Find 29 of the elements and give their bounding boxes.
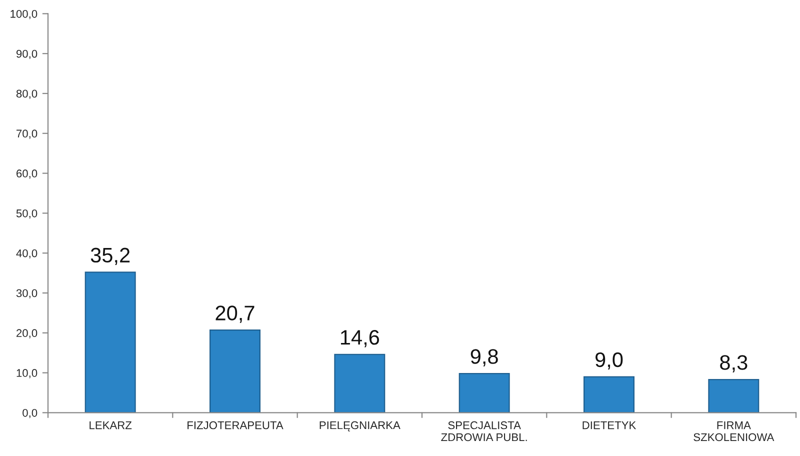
bar: [458, 373, 510, 413]
data-label: 9,0: [595, 352, 623, 370]
x-tick-label: FIZJOTERAPEUTA: [188, 421, 284, 430]
y-tick-label: 20,0: [16, 329, 38, 338]
data-label: 35,2: [90, 248, 130, 266]
y-tick-label: 10,0: [16, 369, 38, 378]
data-label: 20,7: [216, 306, 254, 323]
y-tick-label: 60,0: [16, 170, 38, 179]
y-tick-label: 90,0: [16, 50, 38, 60]
bar: [84, 272, 136, 413]
y-tick-label: 30,0: [16, 289, 38, 298]
y-tick-label: 40,0: [16, 249, 38, 259]
y-tick-label: 0,0: [22, 408, 38, 418]
bar: [334, 354, 386, 413]
y-tick-label: 80,0: [16, 90, 38, 99]
x-tick-label: PIELĘGNIARKA: [320, 421, 400, 432]
y-tick-label: 100,0: [10, 10, 38, 20]
y-tick-label: 50,0: [16, 209, 38, 219]
bar: [210, 330, 260, 413]
data-label: 14,6: [340, 330, 380, 348]
x-tick-label: FIRMA SZKOLENIOWA: [694, 421, 774, 442]
data-label: 8,3: [720, 355, 748, 372]
x-tick-label: SPECJALISTA ZDROWIA PUBL.: [441, 421, 527, 442]
y-tick-label: 70,0: [16, 130, 38, 139]
data-label: 9,8: [470, 349, 498, 366]
x-tick-label: LEKARZ: [90, 421, 132, 430]
x-tick-label: DIETETYK: [582, 421, 636, 430]
bar: [708, 379, 760, 413]
bar: [584, 376, 634, 413]
